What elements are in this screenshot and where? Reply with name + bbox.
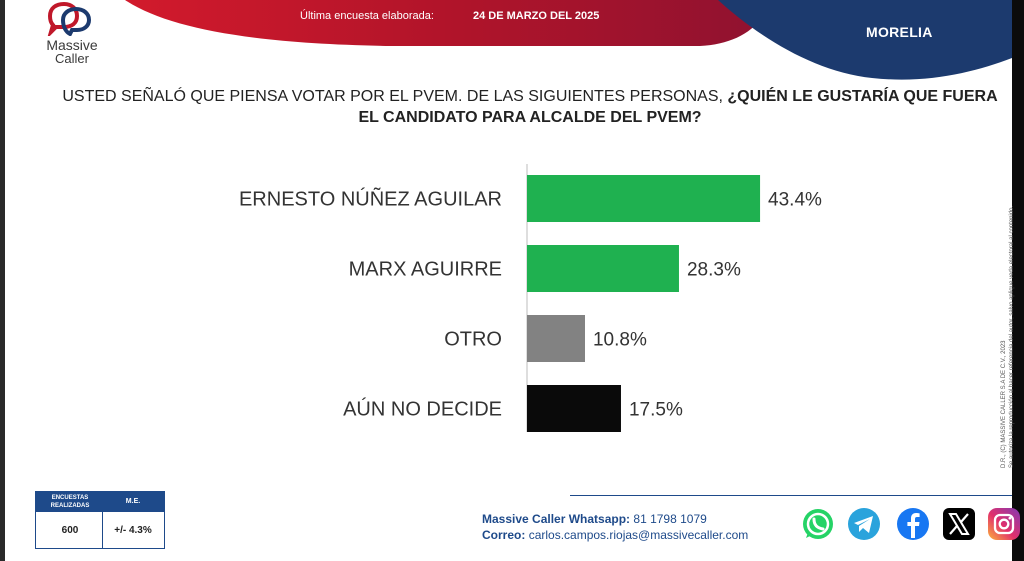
email-address[interactable]: carlos.campos.riojas@massivecaller.com — [528, 528, 749, 542]
question-intro: USTED SEÑALÓ QUE PIENSA VOTAR POR EL PVE… — [62, 88, 728, 105]
survey-info-box: ENCUESTAS REALIZADAS M.E. 600 +/- 4.3% — [35, 491, 165, 549]
value-label: 43.4% — [768, 190, 822, 211]
instagram-icon[interactable] — [986, 506, 1022, 542]
survey-date-value: 24 DE MARZO DEL 2025 — [473, 10, 600, 22]
bar — [527, 175, 761, 222]
email-contact: Correo: carlos.campos.riojas@massivecall… — [482, 528, 748, 542]
logo-text-caller: Caller — [55, 51, 89, 66]
disclaimer-line-2: Se autoriza la reproducción al hacer ref… — [1009, 205, 1015, 468]
category-label: ERNESTO NÚÑEZ AGUILAR — [239, 187, 502, 211]
category-label: MARX AGUIRRE — [349, 259, 502, 281]
survey-date-label: Última encuesta elaborada: — [300, 10, 434, 22]
value-label: 28.3% — [687, 260, 741, 281]
value-label: 17.5% — [629, 400, 683, 421]
whatsapp-number: 81 1798 1079 — [633, 512, 707, 526]
telegram-icon[interactable] — [846, 506, 882, 542]
survey-question: USTED SEÑALÓ QUE PIENSA VOTAR POR EL PVE… — [60, 86, 1000, 128]
left-edge-bar — [0, 0, 5, 561]
info-box-header — [36, 492, 164, 512]
contact-divider — [570, 495, 1012, 496]
category-label: AÚN NO DECIDE — [343, 398, 502, 421]
question-emphasis: ¿QUIÉN LE GUSTARÍA QUE FUERA EL CANDIDAT… — [358, 88, 998, 126]
massive-caller-logo: Massive Caller — [36, 2, 108, 66]
disclaimer-line-1: D.R., (C) MASSIVE CALLER S.A DE C.V., 20… — [1001, 340, 1007, 469]
bar — [527, 315, 585, 362]
bar — [527, 385, 621, 432]
value-label: 10.8% — [593, 330, 647, 351]
logo-text-massive: Massive — [46, 37, 98, 53]
category-label: OTRO — [444, 329, 502, 351]
whatsapp-icon[interactable] — [800, 506, 836, 542]
facebook-icon[interactable] — [895, 506, 931, 542]
whatsapp-contact: Massive Caller Whatsapp: 81 1798 1079 — [482, 512, 707, 526]
bar — [527, 245, 679, 292]
margin-error-value: +/- 4.3% — [114, 525, 152, 536]
whatsapp-label: Massive Caller Whatsapp: — [482, 512, 631, 526]
city-label: MORELIA — [866, 24, 933, 40]
x-icon[interactable] — [941, 506, 977, 542]
copyright-disclaimer: D.R., (C) MASSIVE CALLER S.A DE C.V., 20… — [1000, 108, 1016, 468]
chat-bubbles-icon — [47, 2, 92, 36]
info-box-divider — [102, 512, 103, 548]
header-banner — [125, 0, 1012, 80]
email-label: Correo: — [482, 528, 526, 542]
margin-error-header: M.E. — [125, 498, 141, 505]
right-edge-bar — [1012, 0, 1024, 561]
surveys-done-header: ENCUESTAS REALIZADAS — [50, 495, 90, 509]
surveys-done-value: 600 — [61, 525, 79, 536]
